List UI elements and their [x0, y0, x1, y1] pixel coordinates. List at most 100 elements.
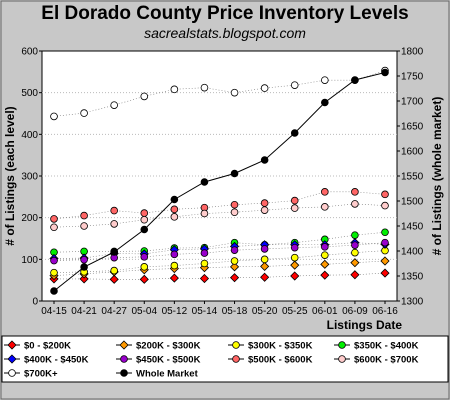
- legend-marker: [8, 369, 16, 377]
- data-point: [110, 248, 118, 256]
- data-point: [230, 200, 239, 209]
- data-point: [199, 273, 210, 284]
- legend-marker: [119, 340, 129, 350]
- x-tick-label: 04-15: [41, 306, 67, 317]
- legend-label: $0 - $200K: [24, 341, 71, 352]
- data-point: [381, 190, 389, 199]
- left-tick-label: 200: [21, 213, 38, 224]
- legend-label: $350K - $400K: [354, 341, 419, 352]
- data-point: [50, 223, 58, 232]
- data-point: [290, 243, 299, 252]
- legend-label: $600K - $700K: [354, 355, 419, 366]
- legend-label: $400K - $450K: [24, 355, 89, 366]
- series-7: [50, 200, 389, 232]
- right-tick-label: 1800: [401, 47, 424, 58]
- data-point: [230, 169, 239, 178]
- data-point: [50, 256, 58, 265]
- left-tick-label: 0: [32, 297, 38, 308]
- data-point: [50, 215, 58, 223]
- data-point: [350, 270, 360, 280]
- legend-box: [1, 335, 449, 383]
- legend-marker: [232, 341, 240, 349]
- y-axis-label-left: # of Listings (each level): [3, 106, 17, 245]
- data-point: [230, 208, 239, 217]
- data-point: [140, 225, 149, 234]
- series-line: [53, 72, 386, 292]
- data-point: [260, 206, 269, 214]
- series-line: [53, 242, 386, 261]
- data-point: [321, 188, 329, 196]
- data-point: [290, 260, 300, 270]
- legend-item: $0 - $200K: [4, 340, 71, 352]
- series-line: [53, 242, 386, 259]
- right-tick-label: 1500: [401, 197, 424, 208]
- right-axis-ticks: 1300 1350 1400 1450 1500 1550 1600 1650 1700 1750…: [397, 47, 424, 308]
- legend-label: Whole Market: [136, 369, 199, 380]
- x-tick-label: 05-12: [162, 306, 188, 317]
- data-point: [260, 245, 269, 253]
- data-point: [351, 248, 359, 257]
- series-9: [50, 68, 389, 295]
- x-tick-label: 05-14: [192, 306, 218, 317]
- series-layer: [49, 66, 390, 295]
- data-point: [140, 209, 149, 217]
- y-axis-label-right: # of Listings (whole market): [430, 97, 444, 256]
- data-point: [80, 109, 88, 117]
- data-point: [351, 231, 359, 239]
- data-point: [321, 243, 329, 251]
- legend-label: $300K - $350K: [248, 341, 313, 352]
- data-point: [200, 249, 209, 257]
- left-tick-label: 300: [21, 172, 38, 183]
- x-tick-label: 05-04: [131, 306, 157, 317]
- legend-marker: [120, 355, 128, 363]
- data-point: [290, 196, 299, 205]
- data-point: [350, 258, 360, 268]
- legend-label: $700K+: [24, 369, 58, 380]
- data-point: [200, 178, 209, 186]
- series-line: [53, 231, 386, 253]
- data-point: [170, 205, 179, 214]
- data-point: [320, 270, 330, 280]
- left-tick-label: 100: [21, 255, 38, 266]
- left-tick-label: 400: [21, 130, 38, 141]
- x-axis-ticks: 04-15 04-21 04-27 05-04 05-12 05-14 05-18 05-20…: [41, 301, 398, 317]
- right-tick-label: 1650: [401, 122, 424, 133]
- left-tick-label: 500: [21, 88, 38, 99]
- x-tick-label: 05-25: [282, 306, 308, 317]
- data-point: [170, 195, 179, 204]
- data-point: [80, 263, 88, 271]
- data-point: [351, 241, 359, 249]
- data-point: [139, 274, 149, 284]
- data-point: [79, 274, 89, 284]
- data-point: [260, 255, 269, 264]
- data-point: [200, 209, 209, 218]
- right-tick-label: 1600: [401, 147, 424, 158]
- data-point: [170, 213, 179, 221]
- right-tick-label: 1350: [401, 272, 424, 283]
- data-point: [230, 246, 239, 254]
- legend-marker: [338, 341, 346, 349]
- right-tick-label: 1700: [401, 97, 424, 108]
- data-point: [290, 253, 299, 262]
- data-point: [230, 257, 239, 265]
- right-tick-label: 1450: [401, 222, 424, 233]
- series-5: [50, 238, 389, 265]
- data-point: [230, 88, 239, 97]
- data-point: [229, 262, 240, 272]
- legend-item: Whole Market: [116, 369, 199, 380]
- data-point: [110, 101, 118, 109]
- data-point: [140, 92, 149, 101]
- x-axis-label: Listings Date: [327, 318, 403, 332]
- left-axis-ticks: 0 100 200 300 400 500 600: [21, 47, 42, 308]
- x-tick-label: 04-21: [71, 306, 97, 317]
- data-point: [80, 255, 88, 264]
- grid-lines: [42, 92, 397, 260]
- data-point: [140, 253, 149, 261]
- legend-label: $200K - $300K: [136, 341, 201, 352]
- legend-item: $200K - $300K: [116, 340, 201, 352]
- legend-item: $400K - $450K: [4, 354, 89, 366]
- data-point: [320, 259, 330, 269]
- data-point: [109, 274, 119, 284]
- data-point: [170, 85, 179, 94]
